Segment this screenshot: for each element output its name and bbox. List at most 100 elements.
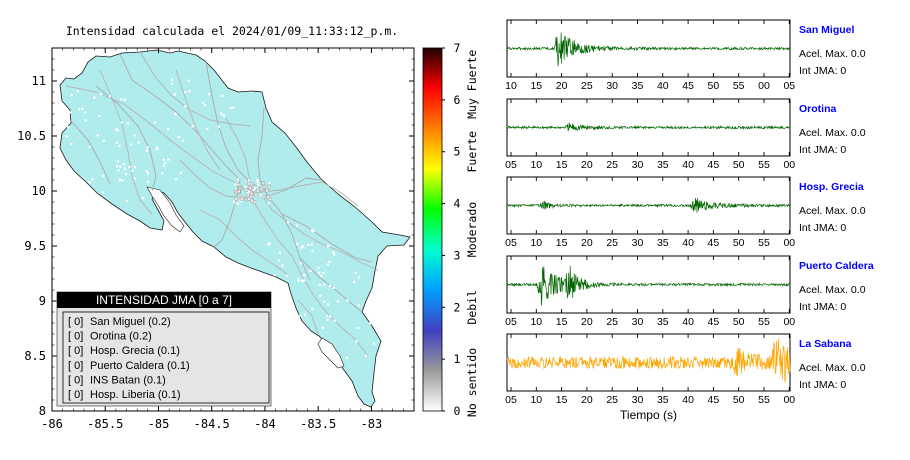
waveform-trace (506, 122, 791, 132)
waveform-tick-label: 15 (530, 80, 542, 92)
waveform-tick-label: 40 (682, 316, 694, 328)
city-dot (246, 191, 249, 194)
roads (65, 51, 379, 357)
city-dot (217, 125, 220, 128)
city-dot (295, 242, 298, 245)
city-dot (85, 189, 88, 192)
city-dot (267, 202, 270, 205)
city-dot (355, 340, 358, 343)
city-dot (91, 178, 94, 181)
city-dot (164, 161, 167, 165)
city-dot (268, 181, 271, 185)
city-dot (102, 174, 105, 177)
colorbar-tick-label: 1 (454, 352, 461, 366)
city-dot (332, 286, 335, 289)
waveform-tick-label: 00 (758, 80, 770, 92)
waveform-tick-label: 25 (606, 394, 618, 406)
city-dot (232, 106, 235, 109)
city-dot (383, 359, 387, 362)
city-dot (249, 191, 254, 196)
colorbar-gradient (422, 47, 443, 412)
city-dot (256, 178, 259, 182)
legend-item-level: [ 0] (68, 331, 83, 343)
map-y-tick-label: 9 (39, 294, 46, 308)
waveform-tick-label: 50 (733, 237, 745, 249)
city-dot (303, 313, 307, 316)
map-x-tick-label: -85.5 (87, 417, 123, 431)
city-dot (309, 269, 312, 272)
waveform-tick-label: 25 (606, 316, 618, 328)
city-dot (88, 181, 91, 184)
costa-rica-land (59, 49, 411, 408)
city-dot (187, 79, 190, 82)
intensity-legend: INTENSIDAD JMA [0 a 7] [ 0] San Miguel (0… (56, 291, 272, 407)
waveform-tick-label: 45 (708, 316, 720, 328)
waveform-tick-label: 50 (733, 316, 745, 328)
colorbar-labels: No sentido Debil Moderado Fuerte Muy Fuerte (465, 50, 479, 417)
city-dot (115, 165, 119, 168)
city-dot (372, 342, 375, 345)
waveform-x-axis-label: Tiempo (s) (620, 408, 677, 422)
city-dot (244, 188, 249, 192)
city-dot (261, 195, 266, 199)
city-dot (317, 266, 320, 270)
city-dot (333, 319, 336, 322)
city-dot (326, 318, 329, 321)
city-dot (250, 198, 254, 203)
waveform-tick-label: 55 (758, 159, 770, 171)
waveform-tick-label: 15 (556, 394, 568, 406)
city-dot (248, 179, 251, 182)
city-dot (93, 96, 96, 99)
city-dot (318, 271, 321, 274)
waveform-tick-label: 40 (657, 80, 669, 92)
country-outline (59, 49, 411, 408)
city-dot (261, 181, 265, 186)
city-dot (328, 315, 332, 318)
city-dot (233, 201, 236, 204)
legend-item-station: Orotina (0.2) (90, 331, 152, 343)
waveform-tick-label: 10 (530, 316, 542, 328)
city-dot (279, 251, 282, 254)
colorbar-tick-label: 0 (454, 404, 461, 418)
map-title: Intensidad calculada el 2024/01/09_11:33… (66, 24, 398, 38)
city-dot (328, 260, 331, 263)
city-dot (130, 143, 133, 146)
city-dot (78, 108, 81, 111)
city-dot (306, 243, 310, 246)
colorbar-tick-label: 7 (454, 41, 461, 55)
city-dot (123, 167, 126, 170)
city-dot (65, 135, 68, 138)
city-dot (96, 134, 99, 137)
map-y-tick-label: 10 (32, 184, 46, 198)
city-dot (191, 125, 194, 128)
city-dot (220, 112, 223, 115)
waveform-tick-label: 35 (657, 394, 669, 406)
city-dot (277, 259, 281, 262)
city-dot (237, 178, 240, 181)
city-dot (346, 299, 349, 302)
city-dot (297, 278, 300, 281)
map-x-tick-label: -86 (41, 417, 63, 431)
city-dot (321, 326, 324, 329)
city-dot (268, 197, 272, 201)
city-dot (118, 144, 121, 147)
legend-title: INTENSIDAD JMA [0 a 7] (96, 293, 232, 307)
city-dot (146, 146, 149, 149)
intensity-colorbar: 0 1 2 3 4 5 6 7 No sentido Debil Moderado Fuerte Mu… (422, 41, 479, 418)
map-x-tick-label: -84 (254, 417, 276, 431)
waveform-tick-label: 30 (632, 394, 644, 406)
city-dot (126, 199, 129, 202)
station-accel: Acel. Max. 0.0 (799, 127, 866, 139)
city-dot (254, 187, 257, 190)
city-dot (101, 191, 105, 194)
city-dot (115, 128, 118, 131)
station-name: Orotina (799, 103, 836, 115)
station-jma: Int JMA: 0 (799, 301, 846, 313)
colorbar-tick-label: 5 (454, 145, 461, 159)
waveform-tick-label: 40 (682, 159, 694, 171)
city-dot (70, 94, 74, 97)
map-x-tick-label: -83.5 (300, 417, 336, 431)
legend-item-station: Hosp. Grecia (0.1) (90, 345, 180, 357)
city-dot (99, 93, 102, 96)
waveform-panel: 05 10 15 20 25 30 35 40 45 50 55 00 Hosp. Grecia Acel… (505, 176, 866, 249)
